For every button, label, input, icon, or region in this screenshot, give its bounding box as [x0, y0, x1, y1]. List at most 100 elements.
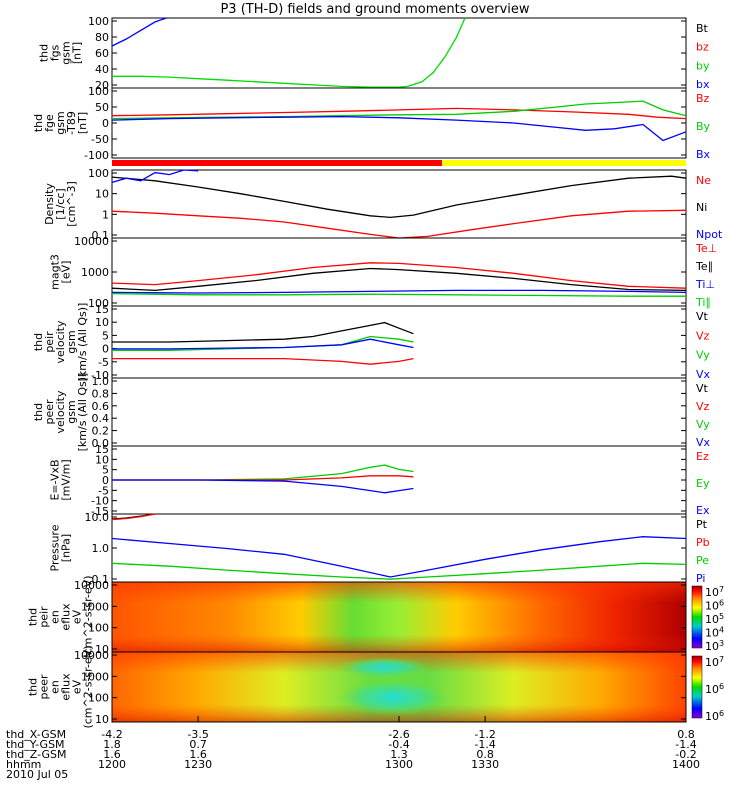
footer-value: -0.4	[388, 738, 409, 751]
y-tick-label: 100	[88, 297, 109, 310]
y-axis-label-line: E=-VxB	[49, 459, 62, 500]
y-tick-label: 100	[88, 692, 109, 705]
panel-peir_spec: 10710610510410310000100010010thdpeirenef…	[27, 575, 725, 658]
legend-By: By	[696, 120, 711, 133]
footer-label: thd_X-GSM	[6, 728, 66, 741]
footer-value: -0.2	[675, 748, 696, 761]
colorbar-tick-label: 106	[705, 709, 724, 723]
y-axis-label-line: [mV/m]	[60, 459, 73, 500]
y-tick-label: 15	[95, 443, 109, 456]
footer-value: 1200	[98, 758, 126, 771]
panel-frame	[111, 17, 687, 89]
y-axis-label-line: en	[49, 680, 62, 694]
y-tick-label: 10	[95, 316, 109, 329]
y-axis-label-line: [cm^-3]	[65, 181, 78, 227]
series-line-Pb	[111, 513, 156, 521]
y-axis-label-line: Pressure	[49, 524, 62, 571]
y-tick-label: 1000	[81, 670, 109, 683]
panel-peer_vel: 1.00.80.60.40.20.0thdpeervelocitygsm[km/…	[32, 373, 711, 452]
y-tick-label: 100	[88, 622, 109, 635]
colorbar-tick-label: 103	[705, 639, 724, 653]
y-axis-label-line: gsm	[60, 41, 73, 64]
y-axis-label-line: (cm^2-s-sr-eV)	[82, 575, 95, 658]
spectrogram-blob-low	[338, 679, 449, 716]
y-axis-label-line: magt3	[49, 254, 62, 290]
series-line-Bz	[111, 107, 687, 120]
y-tick-label: 10	[95, 453, 109, 466]
legend-Vz: Vz	[696, 400, 710, 413]
y-axis-label-line: velocity	[54, 320, 67, 363]
spectrogram-blob-high	[339, 657, 430, 678]
y-axis-label-line: peer	[38, 674, 51, 700]
legend-Ey: Ey	[696, 477, 710, 490]
footer-value: 0.7	[189, 738, 207, 751]
footer-value: 0.8	[476, 748, 494, 761]
y-tick-label: 10.0	[85, 511, 110, 524]
panel-mom: 100 10 1 0.1 Density[1/cc][cm^-3] Ne Ni Npot	[43, 167, 723, 242]
y-tick-label: -10	[91, 369, 109, 382]
y-axis-label-line: peir	[38, 606, 51, 628]
footer-value: 1400	[672, 758, 700, 771]
series-line-Ti⊥	[111, 289, 687, 294]
panel-frame	[111, 377, 687, 447]
y-tick-label: -50	[91, 133, 109, 146]
colorbar-tick-label: 106	[705, 682, 724, 696]
footer-value: -1.4	[675, 738, 696, 751]
y-tick-label: 1000	[81, 266, 109, 279]
y-tick-label: 100	[88, 15, 109, 28]
legend-Te∥: Te∥	[695, 260, 713, 273]
y-tick-label: 80	[95, 31, 109, 44]
y-axis-label: Pressure[nPa]	[49, 524, 73, 571]
y-axis-label-line: velocity	[54, 390, 67, 433]
y-tick-label: 5	[102, 329, 109, 342]
legend-bz: bz	[696, 41, 709, 54]
y-tick-label: 5	[102, 464, 109, 477]
flag-bar-yellow	[442, 160, 686, 166]
series-line-Pi	[111, 536, 687, 578]
series-line-Pe	[111, 562, 687, 580]
legend-Vx: Vx	[696, 436, 711, 449]
footer-label: 2010 Jul 05	[6, 768, 68, 781]
footer-value: -1.2	[474, 728, 495, 741]
y-tick-label: 0.0	[92, 437, 110, 450]
y-tick-label: 0.8	[92, 387, 110, 400]
y-axis-label-line: Density	[43, 183, 56, 225]
legend-Ni: Ni	[696, 201, 707, 214]
y-axis-label-line: thd	[27, 608, 40, 626]
footer-value: 1.8	[103, 738, 121, 751]
colorbar-tick-label: 105	[705, 612, 724, 626]
footer-label: thd_Z-GSM	[6, 748, 66, 761]
legend-Bx: Bx	[696, 148, 711, 161]
legend-Vt: Vt	[696, 382, 709, 395]
y-tick-label: 100	[88, 167, 109, 180]
footer-value: -3.5	[187, 728, 208, 741]
colorbar-tick-label: 106	[705, 599, 724, 613]
legend-Pb: Pb	[696, 536, 710, 549]
y-axis-label-line: eflux	[60, 673, 73, 701]
panel-frame	[111, 513, 687, 583]
y-tick-label: 10000	[74, 649, 109, 662]
series-line-Te⊥	[111, 262, 687, 289]
y-tick-label: 0	[102, 117, 109, 130]
legend-Bt: Bt	[696, 22, 709, 35]
colorbar-tick-label: 107	[705, 655, 724, 669]
y-tick-label: 0	[102, 343, 109, 356]
colorbar-peer_spec	[691, 655, 703, 719]
legend-Pt: Pt	[696, 518, 708, 531]
y-tick-label: 1	[102, 208, 109, 221]
y-axis-label-line: eV	[71, 609, 84, 624]
series-line-Vz	[112, 357, 414, 365]
y-tick-label: 100	[88, 85, 109, 98]
y-axis-label-line: [nT]	[71, 42, 84, 64]
series-line-Ey	[112, 464, 414, 481]
legend-bx: bx	[696, 78, 710, 91]
y-tick-label: 10	[95, 713, 109, 726]
y-tick-label: -15	[91, 505, 109, 518]
footer-value: 0.8	[677, 728, 695, 741]
legend-Vt: Vt	[696, 310, 709, 323]
colorbar-peir_spec	[691, 585, 703, 649]
